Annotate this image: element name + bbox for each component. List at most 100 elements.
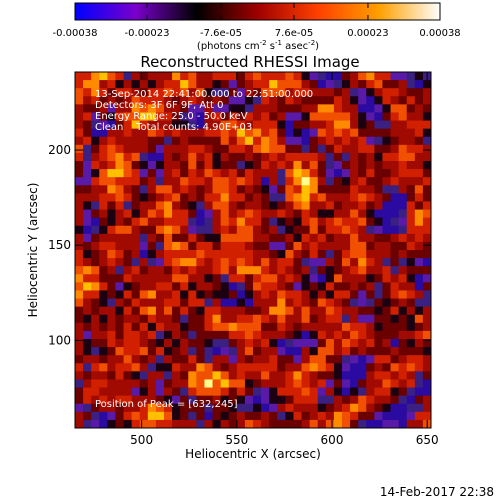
- heatmap-cell: [309, 217, 319, 227]
- heatmap-cell: [99, 201, 108, 210]
- heatmap-cell: [398, 322, 408, 332]
- heatmap-cell: [188, 298, 197, 308]
- heatmap-cell: [155, 298, 165, 308]
- heatmap-cell: [398, 128, 408, 138]
- heatmap-cell: [244, 298, 254, 308]
- colorbar-tick-label: -0.00038: [53, 28, 98, 39]
- heatmap-cell: [293, 266, 302, 275]
- heatmap-cell: [99, 371, 108, 380]
- heatmap-cell: [285, 80, 294, 89]
- heatmap-cell: [333, 136, 343, 146]
- heatmap-cell: [342, 152, 351, 162]
- heatmap-cell: [115, 225, 124, 235]
- heatmap-cell: [293, 72, 302, 81]
- heatmap-cell: [107, 379, 116, 388]
- heatmap-cell: [293, 355, 302, 364]
- heatmap-cell: [350, 144, 359, 154]
- heatmap-cell: [317, 80, 327, 89]
- heatmap-cell: [333, 419, 343, 429]
- heatmap-cell: [261, 363, 270, 372]
- heatmap-cell: [123, 355, 133, 364]
- heatmap-cell: [83, 233, 92, 243]
- heatmap-cell: [398, 387, 408, 397]
- heatmap-cell: [139, 104, 149, 113]
- heatmap-cell: [285, 411, 294, 421]
- heatmap-cell: [115, 290, 124, 299]
- heatmap-cell: [99, 395, 108, 405]
- heatmap-cell: [342, 193, 351, 202]
- heatmap-cell: [366, 241, 375, 251]
- heatmap-cell: [325, 298, 335, 308]
- heatmap-cell: [91, 144, 100, 154]
- heatmap-cell: [139, 298, 149, 308]
- heatmap-cell: [83, 152, 92, 162]
- heatmap-cell: [91, 112, 100, 121]
- heatmap-cell: [236, 217, 246, 227]
- heatmap-cell: [196, 339, 205, 348]
- heatmap-cell: [333, 193, 343, 202]
- heatmap-cell: [188, 258, 197, 267]
- heatmap-cell: [333, 72, 343, 81]
- heatmap-cell: [342, 104, 351, 113]
- heatmap-cell: [164, 128, 173, 138]
- heatmap-cell: [293, 193, 302, 202]
- heatmap-cell: [107, 185, 116, 194]
- heatmap-cell: [317, 322, 327, 332]
- heatmap-cell: [220, 193, 230, 202]
- heatmap-cell: [83, 355, 92, 364]
- heatmap-cell: [422, 185, 432, 194]
- heatmap-cell: [422, 339, 432, 348]
- heatmap-cell: [172, 266, 181, 275]
- heatmap-cell: [91, 88, 100, 97]
- heatmap-cell: [293, 169, 302, 178]
- heatmap-cell: [196, 290, 205, 299]
- heatmap-cell: [382, 274, 391, 283]
- heatmap-cell: [253, 274, 262, 283]
- heatmap-cell: [285, 209, 294, 219]
- heatmap-cell: [123, 225, 133, 235]
- heatmap-cell: [115, 193, 124, 202]
- heatmap-cell: [342, 96, 351, 105]
- heatmap-cell: [228, 379, 238, 388]
- heatmap-cell: [261, 403, 270, 413]
- heatmap-cell: [398, 290, 408, 299]
- heatmap-cell: [180, 120, 189, 130]
- heatmap-cell: [366, 217, 375, 227]
- heatmap-cell: [374, 88, 383, 97]
- heatmap-cell: [164, 112, 173, 121]
- heatmap-cell: [244, 266, 254, 275]
- heatmap-cell: [253, 250, 262, 259]
- heatmap-cell: [253, 217, 262, 227]
- heatmap-cell: [277, 258, 286, 267]
- heatmap-cell: [139, 201, 149, 210]
- heatmap-cell: [75, 266, 84, 275]
- heatmap-cell: [301, 274, 311, 283]
- heatmap-cell: [220, 72, 230, 81]
- heatmap-cell: [301, 80, 311, 89]
- heatmap-cell: [358, 379, 367, 388]
- heatmap-cell: [269, 201, 278, 210]
- heatmap-cell: [390, 314, 400, 324]
- heatmap-cell: [172, 395, 181, 405]
- heatmap-cell: [277, 185, 286, 194]
- heatmap-cell: [414, 209, 424, 219]
- heatmap-cell: [358, 395, 367, 405]
- heatmap-cell: [390, 209, 400, 219]
- heatmap-cell: [414, 233, 424, 243]
- heatmap-cell: [325, 233, 335, 243]
- heatmap-cell: [285, 144, 294, 154]
- heatmap-cell: [350, 419, 359, 429]
- heatmap-cell: [333, 411, 343, 421]
- heatmap-cell: [398, 403, 408, 413]
- heatmap-cell: [317, 387, 327, 397]
- heatmap-cell: [115, 96, 124, 105]
- heatmap-cell: [390, 395, 400, 405]
- heatmap-cell: [374, 169, 383, 178]
- heatmap-cell: [91, 395, 100, 405]
- heatmap-cell: [366, 209, 375, 219]
- heatmap-cell: [350, 314, 359, 324]
- heatmap-cell: [277, 250, 286, 259]
- heatmap-cell: [342, 177, 351, 186]
- heatmap-cell: [277, 314, 286, 324]
- heatmap-cell: [236, 136, 246, 146]
